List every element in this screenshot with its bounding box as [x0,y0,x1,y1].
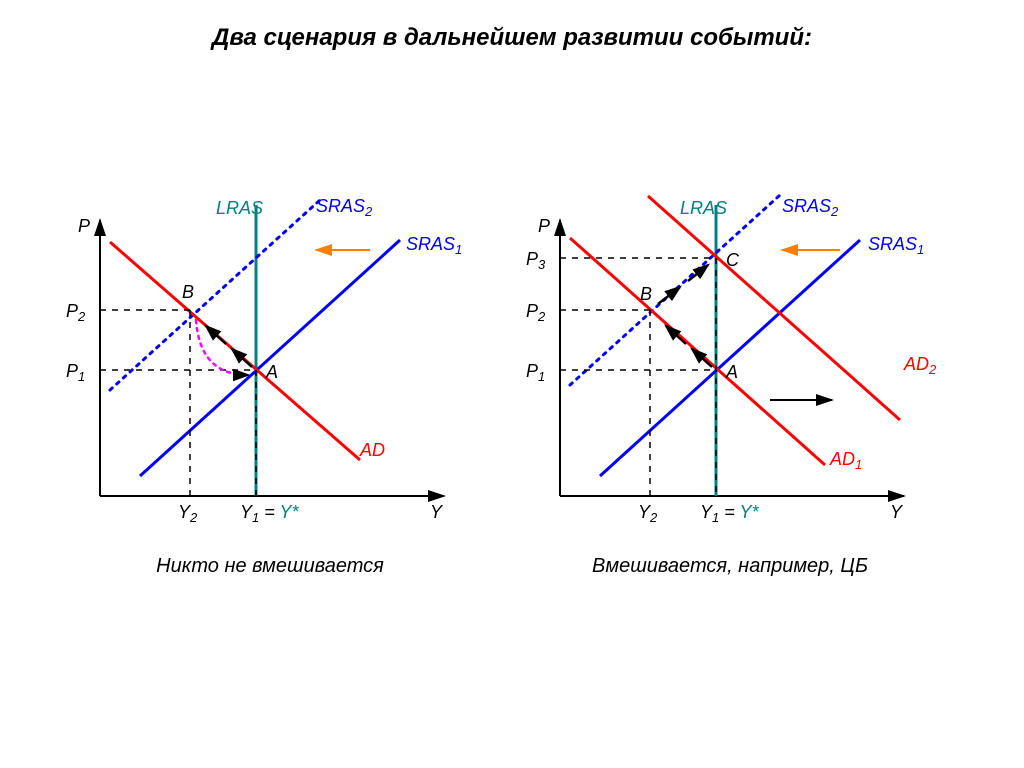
right-sras1-label: SRAS1 [868,234,924,257]
right-ad2-label: AD2 [903,354,937,377]
left-point-b: B [182,282,194,302]
right-ad1-label: AD1 [829,449,862,472]
left-p1-label: P1 [66,361,85,384]
right-arrow-bc-1 [658,287,680,304]
left-point-a: A [265,362,278,382]
left-y-label: Y [430,502,444,522]
right-point-b: B [640,284,652,304]
left-sras2 [110,200,320,390]
right-arrow-ab-2 [666,326,686,344]
left-ad-label: AD [359,440,385,460]
right-caption: Вмешивается, например, ЦБ [592,555,868,577]
left-arrow-ab-1 [232,349,252,367]
left-y2-label: Y2 [178,502,198,525]
left-p2-label: P2 [66,301,86,324]
right-lras-label: LRAS [680,198,727,218]
right-p-label: P [538,216,550,236]
right-sras2-label: SRAS2 [782,196,839,219]
left-sras1-label: SRAS1 [406,234,462,257]
left-panel: P Y P1 P2 Y2 Y1 = Y* LRAS SRAS2 SRAS1 AD… [66,196,462,577]
right-arrow-ab-1 [692,349,712,367]
right-sras1 [600,240,860,476]
right-point-a: A [725,362,738,382]
left-p-label: P [78,216,90,236]
right-p3-label: P3 [526,249,546,272]
right-p1-label: P1 [526,361,545,384]
right-ad2 [648,196,900,420]
left-y1-label: Y1 = Y* [240,502,299,525]
right-p2-label: P2 [526,301,546,324]
right-point-c: C [726,250,740,270]
right-y2-label: Y2 [638,502,658,525]
right-y1-label: Y1 = Y* [700,502,759,525]
left-magenta-arc [196,320,248,375]
left-lras-label: LRAS [216,198,263,218]
right-panel: P Y P1 P2 P3 Y2 Y1 = Y* LRAS SRAS2 SRAS1… [526,195,937,577]
left-sras2-label: SRAS2 [316,196,373,219]
left-caption: Никто не вмешивается [156,555,384,577]
diagram-canvas: P Y P1 P2 Y2 Y1 = Y* LRAS SRAS2 SRAS1 AD… [0,0,1024,768]
left-arrow-ab-2 [206,326,226,344]
right-y-label: Y [890,502,904,522]
